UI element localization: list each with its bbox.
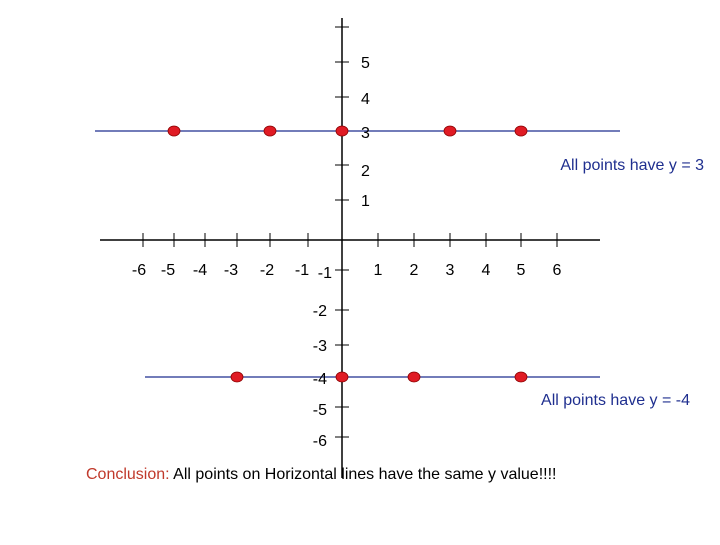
y-tick-label: 1 (361, 193, 370, 210)
point (263, 125, 277, 137)
x-tick-label: 2 (410, 262, 419, 279)
point (407, 371, 421, 383)
x-tick-label: 5 (517, 262, 526, 279)
y-tick-label: 5 (361, 55, 370, 72)
conclusion-lead: Conclusion: (86, 466, 170, 483)
y-tick-label: 4 (361, 91, 370, 108)
point (167, 125, 181, 137)
y-tick-label: -3 (313, 338, 327, 355)
point (335, 125, 349, 137)
y-tick-label: -5 (313, 402, 327, 419)
conclusion-text: Conclusion: All points on Horizontal lin… (86, 466, 556, 484)
x-tick-label: -1 (295, 262, 309, 279)
y-tick-label: 3 (361, 125, 370, 142)
y-tick-label: -4 (313, 371, 327, 388)
point (230, 371, 244, 383)
horizontal-lines (95, 130, 620, 378)
axes (100, 18, 600, 478)
x-tick-label: -5 (161, 262, 175, 279)
y-tick-label: -2 (313, 303, 327, 320)
annotation-bottom: All points have y = -4 (541, 392, 690, 409)
x-tick-label: -4 (193, 262, 207, 279)
x-tick-label: 3 (446, 262, 455, 279)
points (167, 125, 528, 383)
conclusion-body: All points on Horizontal lines have the … (173, 466, 557, 483)
x-tick-label: 1 (374, 262, 383, 279)
x-tick-label: -2 (260, 262, 274, 279)
y-tick-label: 2 (361, 163, 370, 180)
annotation-top: All points have y = 3 (560, 157, 704, 174)
tick-labels: -6 -5 -4 -3 -2 -1 1 2 3 4 5 6 5 4 3 2 1 -1 -2 -3 -4 -5 -6 (132, 55, 562, 450)
x-tick-label: 4 (482, 262, 491, 279)
x-tick-label: -3 (224, 262, 238, 279)
point (514, 371, 528, 383)
y-tick-label: -6 (313, 433, 327, 450)
point (443, 125, 457, 137)
x-tick-label: 6 (553, 262, 562, 279)
y-tick-label: -1 (318, 265, 332, 282)
point (335, 371, 349, 383)
point (514, 125, 528, 137)
x-tick-label: -6 (132, 262, 146, 279)
